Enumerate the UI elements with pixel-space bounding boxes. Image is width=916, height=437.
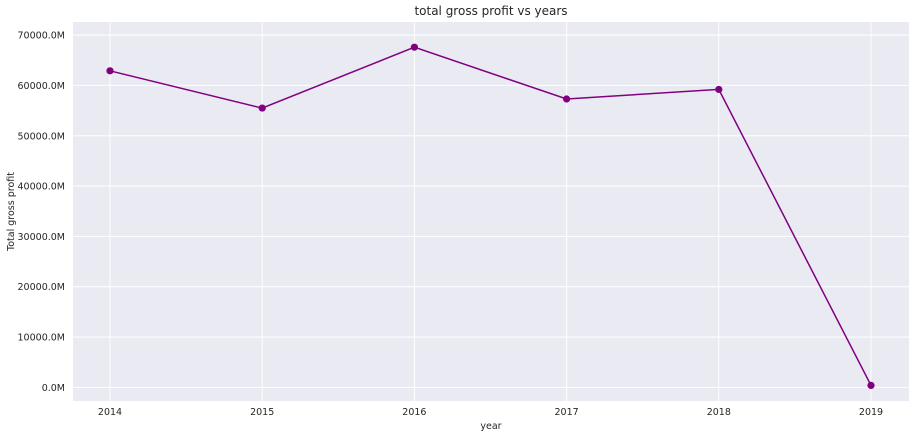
data-point (867, 381, 875, 389)
y-tick-label: 50000.0M (18, 131, 65, 142)
x-tick-label: 2019 (859, 407, 883, 418)
data-point (410, 43, 418, 51)
x-tick-label: 2015 (250, 407, 274, 418)
y-tick-label: 60000.0M (18, 81, 65, 92)
y-tick-labels: 0.0M 10000.0M 20000.0M 30000.0M 40000.0M 5000… (18, 31, 65, 394)
y-tick-label: 70000.0M (18, 31, 65, 42)
data-point (106, 67, 114, 75)
y-tick-label: 0.0M (42, 383, 65, 394)
series-layer (106, 43, 875, 389)
x-tick-label: 2018 (707, 407, 731, 418)
x-tick-label: 2014 (98, 407, 122, 418)
x-tick-label: 2017 (555, 407, 579, 418)
gridlines (73, 22, 909, 401)
plot-area (73, 22, 909, 401)
x-axis-label: year (480, 421, 501, 432)
x-tick-label: 2016 (402, 407, 426, 418)
y-tick-label: 40000.0M (18, 182, 65, 193)
y-axis-label: Total gross profit (6, 172, 17, 252)
data-point (258, 104, 266, 112)
y-tick-label: 30000.0M (18, 232, 65, 243)
y-tick-label: 10000.0M (18, 333, 65, 344)
data-point (715, 85, 723, 94)
x-tick-labels: 2014 2015 2016 2017 2018 2019 (98, 407, 883, 418)
y-tick-label: 20000.0M (18, 282, 65, 293)
series-line (109, 46, 872, 386)
data-point (563, 95, 571, 103)
chart-title: total gross profit vs years (414, 4, 567, 18)
